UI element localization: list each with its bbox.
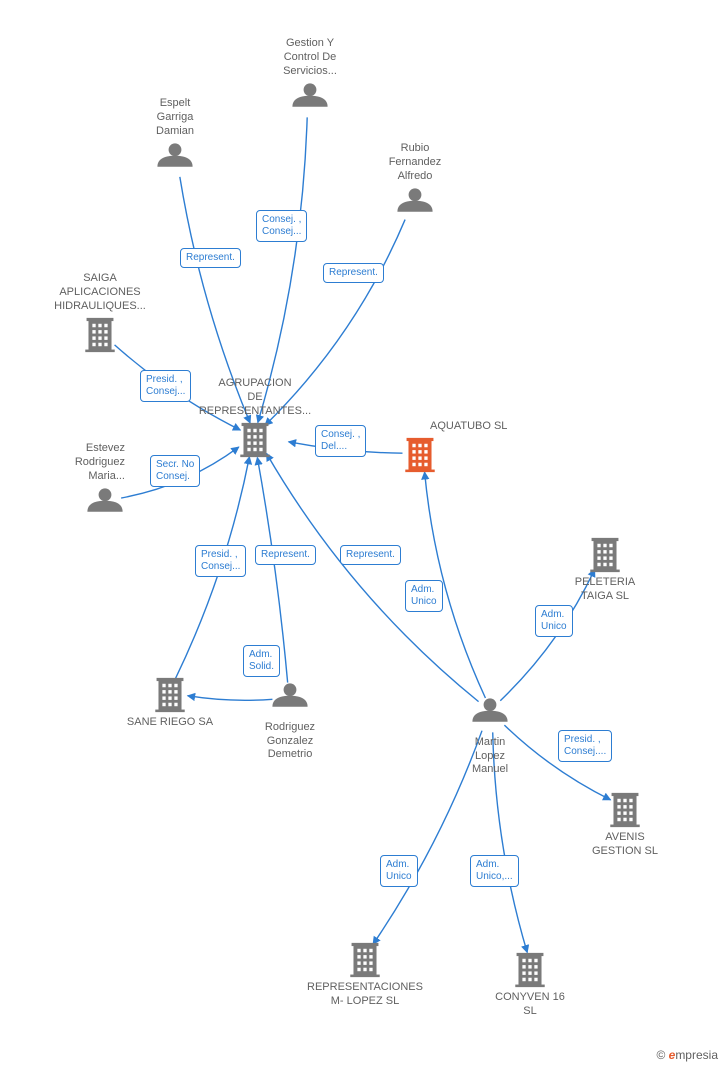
person-icon[interactable] (272, 683, 307, 706)
building-icon[interactable] (515, 953, 544, 987)
building-icon[interactable] (590, 538, 619, 572)
edge (258, 117, 307, 422)
edge (266, 453, 478, 701)
edge (176, 457, 250, 679)
diagram-canvas (0, 0, 728, 1070)
edge (504, 725, 610, 800)
building-icon[interactable] (350, 943, 379, 977)
edge (373, 731, 482, 945)
person-icon[interactable] (397, 188, 432, 211)
edge (500, 569, 594, 700)
person-icon[interactable] (157, 143, 192, 166)
building-icon[interactable] (155, 678, 184, 712)
building-icon[interactable] (405, 438, 434, 472)
edge (289, 442, 403, 453)
edge (180, 177, 250, 423)
brand-rest: mpresia (675, 1048, 718, 1062)
person-icon[interactable] (472, 698, 507, 721)
person-icon[interactable] (292, 83, 327, 106)
building-icon[interactable] (610, 793, 639, 827)
edge (121, 447, 239, 498)
person-icon[interactable] (87, 488, 122, 511)
copyright: © empresia (656, 1048, 718, 1062)
edge (257, 457, 287, 682)
edge (425, 472, 486, 698)
building-icon[interactable] (85, 318, 114, 352)
copyright-symbol: © (656, 1048, 665, 1062)
building-icon[interactable] (240, 423, 269, 457)
edge (265, 220, 405, 426)
edge (115, 345, 241, 430)
edge (493, 732, 528, 952)
edge (188, 696, 273, 701)
